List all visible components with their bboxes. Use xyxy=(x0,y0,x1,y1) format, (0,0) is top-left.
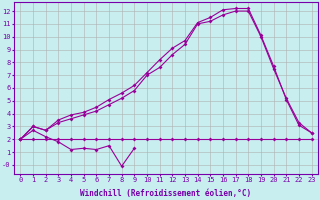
X-axis label: Windchill (Refroidissement éolien,°C): Windchill (Refroidissement éolien,°C) xyxy=(80,189,252,198)
